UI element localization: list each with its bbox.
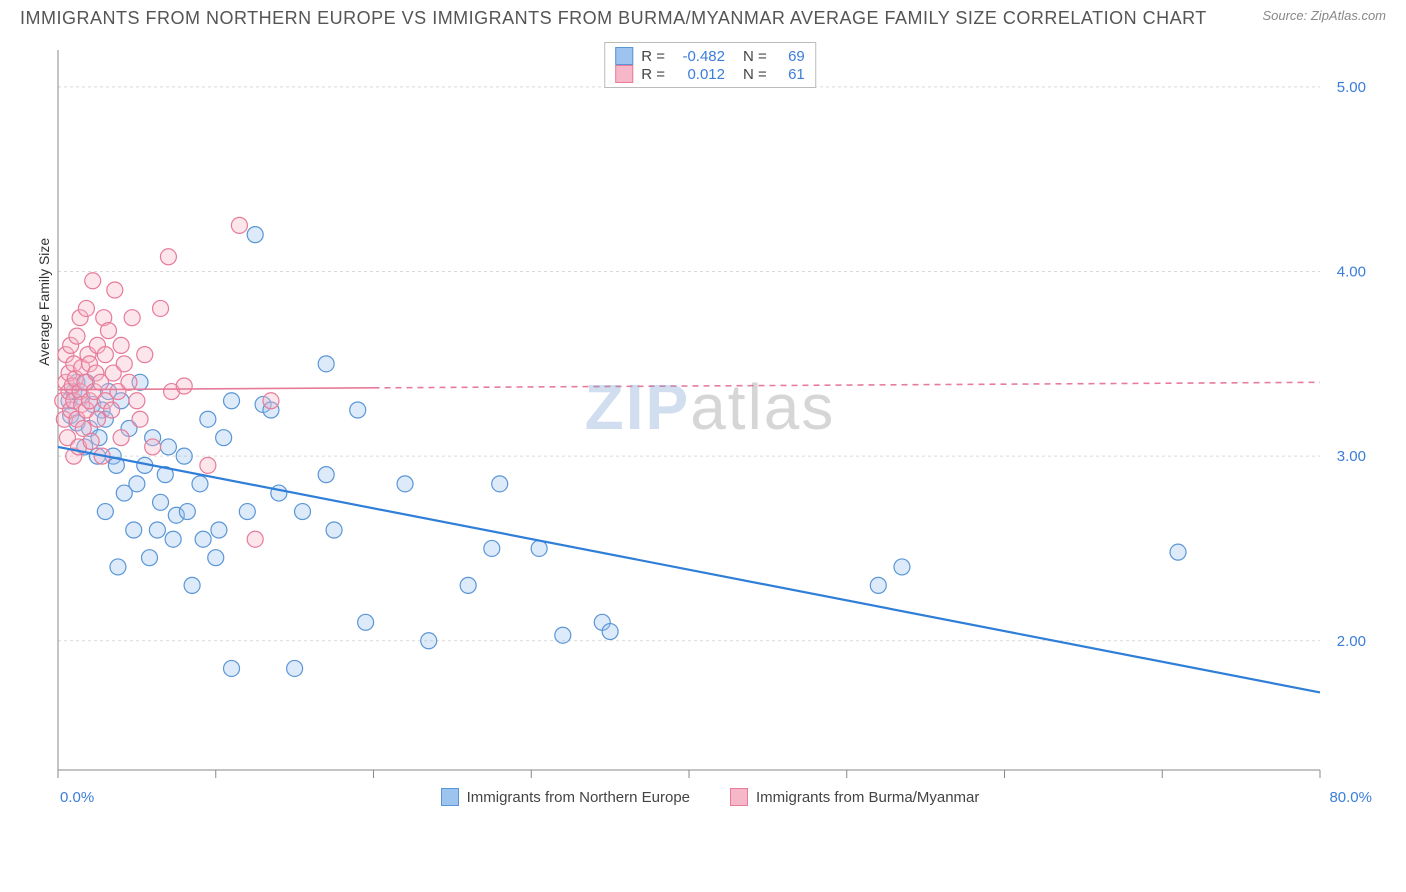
- data-point-northern_europe: [358, 614, 374, 630]
- data-point-burma: [121, 374, 137, 390]
- data-point-burma: [107, 282, 123, 298]
- stats-r-value-northern_europe: -0.482: [673, 48, 725, 65]
- data-point-burma: [104, 402, 120, 418]
- chart-container: Average Family Size 2.003.004.005.00 ZIP…: [40, 40, 1380, 820]
- stats-r-value-burma: 0.012: [673, 66, 725, 83]
- data-point-northern_europe: [195, 531, 211, 547]
- stats-n-label: N =: [743, 66, 767, 83]
- data-point-burma: [231, 217, 247, 233]
- data-point-northern_europe: [247, 227, 263, 243]
- data-point-northern_europe: [531, 540, 547, 556]
- data-point-northern_europe: [397, 476, 413, 492]
- data-point-northern_europe: [421, 633, 437, 649]
- data-point-northern_europe: [555, 627, 571, 643]
- data-point-northern_europe: [165, 531, 181, 547]
- data-point-northern_europe: [602, 624, 618, 640]
- legend-swatch-burma: [730, 788, 748, 806]
- scatter-chart: 2.00 3.00 4.00 5.00: [40, 40, 1380, 820]
- data-point-northern_europe: [318, 467, 334, 483]
- stats-r-label: R =: [641, 66, 665, 83]
- stats-row-northern_europe: R = -0.482 N = 69: [615, 47, 805, 65]
- data-point-northern_europe: [894, 559, 910, 575]
- data-point-burma: [153, 300, 169, 316]
- data-point-burma: [69, 328, 85, 344]
- stats-n-value-burma: 61: [775, 66, 805, 83]
- data-point-burma: [129, 393, 145, 409]
- data-point-northern_europe: [184, 577, 200, 593]
- svg-text:4.00: 4.00: [1337, 264, 1366, 281]
- data-point-northern_europe: [176, 448, 192, 464]
- data-point-burma: [176, 378, 192, 394]
- data-point-northern_europe: [295, 504, 311, 520]
- data-point-northern_europe: [141, 550, 157, 566]
- svg-text:3.00: 3.00: [1337, 448, 1366, 465]
- data-point-northern_europe: [271, 485, 287, 501]
- legend-item-burma: Immigrants from Burma/Myanmar: [730, 788, 979, 806]
- data-point-northern_europe: [484, 540, 500, 556]
- data-point-burma: [85, 273, 101, 289]
- data-point-northern_europe: [350, 402, 366, 418]
- stats-swatch-burma: [615, 65, 633, 83]
- data-point-northern_europe: [318, 356, 334, 372]
- data-point-northern_europe: [208, 550, 224, 566]
- legend-label-northern_europe: Immigrants from Northern Europe: [467, 789, 690, 806]
- data-point-burma: [83, 433, 99, 449]
- data-point-northern_europe: [460, 577, 476, 593]
- data-point-northern_europe: [97, 504, 113, 520]
- data-point-northern_europe: [216, 430, 232, 446]
- legend-label-burma: Immigrants from Burma/Myanmar: [756, 789, 979, 806]
- data-point-northern_europe: [153, 494, 169, 510]
- chart-title: IMMIGRANTS FROM NORTHERN EUROPE VS IMMIG…: [20, 8, 1207, 29]
- data-point-burma: [116, 356, 132, 372]
- data-point-burma: [200, 457, 216, 473]
- data-point-northern_europe: [287, 660, 303, 676]
- data-point-burma: [160, 249, 176, 265]
- data-point-northern_europe: [492, 476, 508, 492]
- data-point-burma: [145, 439, 161, 455]
- data-point-northern_europe: [160, 439, 176, 455]
- data-point-burma: [247, 531, 263, 547]
- data-point-burma: [132, 411, 148, 427]
- source-label: Source: ZipAtlas.com: [1262, 8, 1386, 23]
- data-point-burma: [97, 347, 113, 363]
- data-point-burma: [100, 323, 116, 339]
- stats-swatch-northern_europe: [615, 47, 633, 65]
- data-point-northern_europe: [149, 522, 165, 538]
- data-point-northern_europe: [224, 393, 240, 409]
- data-point-northern_europe: [192, 476, 208, 492]
- data-point-burma: [89, 411, 105, 427]
- stats-r-label: R =: [641, 48, 665, 65]
- data-point-burma: [263, 393, 279, 409]
- stats-n-label: N =: [743, 48, 767, 65]
- data-point-burma: [137, 347, 153, 363]
- data-point-northern_europe: [239, 504, 255, 520]
- series-legend: Immigrants from Northern Europe Immigrant…: [40, 788, 1380, 806]
- stats-legend: R = -0.482 N = 69 R = 0.012 N = 61: [604, 42, 816, 88]
- data-point-burma: [113, 337, 129, 353]
- data-point-burma: [78, 300, 94, 316]
- svg-text:5.00: 5.00: [1337, 79, 1366, 96]
- stats-n-value-northern_europe: 69: [775, 48, 805, 65]
- data-point-northern_europe: [326, 522, 342, 538]
- svg-text:2.00: 2.00: [1337, 633, 1366, 650]
- data-point-northern_europe: [126, 522, 142, 538]
- data-point-burma: [113, 430, 129, 446]
- stats-row-burma: R = 0.012 N = 61: [615, 65, 805, 83]
- data-point-northern_europe: [211, 522, 227, 538]
- data-point-northern_europe: [200, 411, 216, 427]
- data-point-burma: [124, 310, 140, 326]
- legend-item-northern_europe: Immigrants from Northern Europe: [441, 788, 690, 806]
- data-point-northern_europe: [870, 577, 886, 593]
- data-point-northern_europe: [1170, 544, 1186, 560]
- legend-swatch-northern_europe: [441, 788, 459, 806]
- data-point-northern_europe: [179, 504, 195, 520]
- y-axis-label: Average Family Size: [36, 238, 52, 366]
- data-point-northern_europe: [224, 660, 240, 676]
- data-point-northern_europe: [110, 559, 126, 575]
- data-point-northern_europe: [129, 476, 145, 492]
